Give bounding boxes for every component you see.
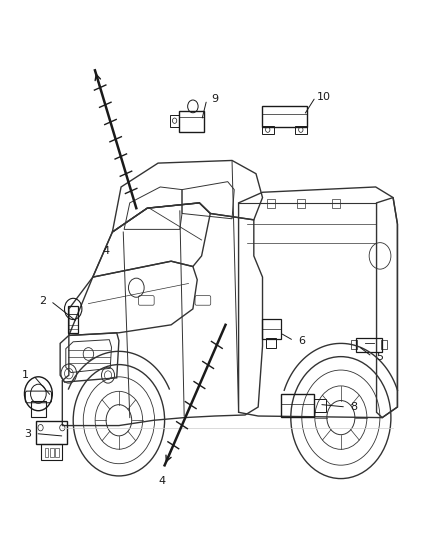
- Bar: [261, 107, 307, 126]
- Text: 10: 10: [316, 92, 330, 102]
- Text: 4: 4: [159, 477, 166, 486]
- Text: 5: 5: [377, 352, 384, 361]
- Bar: [267, 199, 275, 208]
- Bar: [36, 421, 67, 443]
- Bar: [31, 401, 46, 417]
- Bar: [170, 115, 180, 126]
- Text: 9: 9: [211, 94, 218, 104]
- Bar: [261, 319, 281, 339]
- Text: 1: 1: [22, 370, 29, 380]
- Bar: [295, 126, 307, 134]
- Bar: [50, 448, 53, 457]
- Bar: [314, 399, 326, 413]
- Bar: [41, 443, 62, 459]
- Text: 6: 6: [298, 336, 305, 346]
- Bar: [266, 338, 276, 348]
- Text: 8: 8: [350, 402, 357, 412]
- Text: 2: 2: [39, 296, 46, 306]
- Bar: [45, 448, 48, 457]
- Text: 4: 4: [102, 246, 110, 256]
- Bar: [297, 199, 305, 208]
- Bar: [261, 126, 274, 134]
- Bar: [381, 340, 388, 349]
- Text: 3: 3: [24, 429, 31, 439]
- Bar: [356, 337, 382, 352]
- Bar: [55, 448, 59, 457]
- Bar: [281, 394, 314, 417]
- Bar: [179, 111, 204, 132]
- Bar: [68, 306, 78, 333]
- Bar: [351, 340, 357, 349]
- Bar: [332, 199, 340, 208]
